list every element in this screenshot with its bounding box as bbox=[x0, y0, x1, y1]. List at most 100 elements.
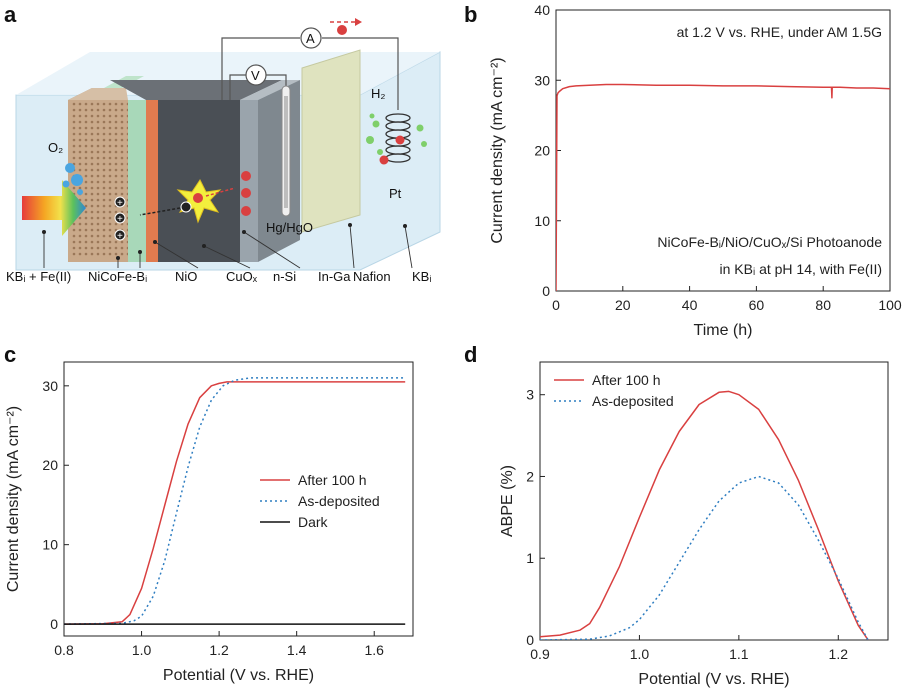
texture-dot bbox=[72, 132, 76, 136]
texture-dot bbox=[108, 120, 112, 124]
texture-dot bbox=[90, 156, 94, 160]
texture-dot bbox=[114, 144, 118, 148]
texture-dot bbox=[108, 216, 112, 220]
texture-dot bbox=[120, 180, 124, 184]
chart-annotation: in KBᵢ at pH 14, with Fe(II) bbox=[720, 261, 882, 277]
texture-dot bbox=[90, 240, 94, 244]
legend-label: After 100 h bbox=[298, 472, 367, 488]
chart-panel-c: 0.8 1.0 1.2 1.4 1.6 0 10 20 30 Potential (V vs. R… bbox=[5, 361, 414, 684]
x-axis-label: Time (h) bbox=[694, 322, 753, 339]
texture-dot bbox=[90, 252, 94, 256]
texture-dot bbox=[108, 186, 112, 190]
reference-electrode-core bbox=[284, 96, 288, 208]
pt-coil-icon bbox=[385, 113, 411, 163]
y-tick-label: 0 bbox=[542, 283, 550, 299]
texture-dot bbox=[84, 198, 88, 202]
leader-lines bbox=[43, 224, 413, 269]
texture-dot bbox=[102, 252, 106, 256]
texture-dot bbox=[90, 144, 94, 148]
texture-dot bbox=[96, 108, 100, 112]
texture-dot bbox=[90, 186, 94, 190]
texture-dot bbox=[120, 192, 124, 196]
x-tick-label: 20 bbox=[615, 297, 631, 313]
x-tick-label: 1.1 bbox=[729, 646, 749, 662]
x-tick-label: 60 bbox=[749, 297, 765, 313]
texture-dot bbox=[114, 186, 118, 190]
texture-dot bbox=[90, 228, 94, 232]
series-line bbox=[540, 475, 869, 640]
texture-dot bbox=[108, 228, 112, 232]
electron-symbols bbox=[241, 171, 251, 216]
voltmeter-icon bbox=[245, 64, 267, 86]
texture-dot bbox=[96, 228, 100, 232]
si-top bbox=[110, 80, 282, 100]
y-tick-label: 2 bbox=[526, 468, 534, 484]
texture-dot bbox=[78, 102, 82, 106]
texture-dot bbox=[72, 186, 76, 190]
texture-dot bbox=[84, 132, 88, 136]
texture-dot bbox=[102, 156, 106, 160]
label-nio: NiO bbox=[175, 269, 197, 284]
inga-top bbox=[240, 80, 300, 100]
texture-dot bbox=[120, 162, 124, 166]
svg-text:+: + bbox=[117, 198, 123, 209]
texture-dot bbox=[108, 234, 112, 238]
green-layer bbox=[128, 100, 146, 262]
texture-dot bbox=[72, 150, 76, 154]
legend-label: After 100 h bbox=[592, 372, 661, 388]
texture-dot bbox=[102, 228, 106, 232]
texture-dot bbox=[90, 204, 94, 208]
texture-dot bbox=[102, 102, 106, 106]
hg-hgo-label: Hg/HgO bbox=[266, 220, 313, 235]
texture-dot bbox=[114, 126, 118, 130]
y-tick-label: 30 bbox=[534, 72, 550, 88]
texture-dot bbox=[72, 138, 76, 142]
texture-dot bbox=[72, 222, 76, 226]
texture-dot bbox=[120, 138, 124, 142]
texture-dot bbox=[96, 210, 100, 214]
texture-dot bbox=[72, 234, 76, 238]
plot-frame bbox=[63, 361, 414, 637]
light-arrow bbox=[22, 180, 86, 236]
y-tick-label: 20 bbox=[42, 457, 58, 473]
texture-dot bbox=[102, 222, 106, 226]
texture-dot bbox=[72, 108, 76, 112]
texture-dot bbox=[114, 114, 118, 118]
x-tick-label: 40 bbox=[682, 297, 698, 313]
x-axis-label: Potential (V vs. RHE) bbox=[638, 671, 789, 688]
texture-dot bbox=[90, 192, 94, 196]
texture-dot bbox=[90, 120, 94, 124]
texture-dot bbox=[84, 138, 88, 142]
x-tick-label: 1.2 bbox=[829, 646, 849, 662]
texture-dot bbox=[78, 162, 82, 166]
cell-schematic: + + + A V bbox=[6, 18, 441, 284]
texture-dot bbox=[102, 210, 106, 214]
texture-dot bbox=[90, 108, 94, 112]
texture-dot bbox=[108, 240, 112, 244]
texture-dot bbox=[78, 126, 82, 130]
texture-dot bbox=[108, 108, 112, 112]
x-tick-label: 1.0 bbox=[132, 642, 152, 658]
texture-dot bbox=[72, 126, 76, 130]
texture-dot bbox=[114, 210, 118, 214]
texture-dot bbox=[96, 222, 100, 226]
texture-dot bbox=[90, 114, 94, 118]
texture-dot bbox=[114, 174, 118, 178]
texture-dot bbox=[96, 156, 100, 160]
panel-label-d: d bbox=[464, 342, 477, 367]
texture-dot bbox=[102, 198, 106, 202]
texture-dot bbox=[108, 138, 112, 142]
texture-dot bbox=[108, 192, 112, 196]
texture-dot bbox=[72, 240, 76, 244]
texture-dot bbox=[84, 168, 88, 172]
chart-panel-b: 0 20 40 60 80 100 0 10 20 30 40 Time (h) Current den… bbox=[489, 2, 902, 339]
texture-dot bbox=[120, 210, 124, 214]
series-line bbox=[64, 377, 406, 625]
label-electrolyte-left: KBᵢ + Fe(II) bbox=[6, 269, 71, 284]
pt-electron-1 bbox=[395, 135, 405, 145]
texture-dot bbox=[120, 156, 124, 160]
x-axis-label: Potential (V vs. RHE) bbox=[163, 667, 314, 684]
texture-dot bbox=[120, 102, 124, 106]
series-line bbox=[556, 83, 890, 291]
texture-dot bbox=[84, 204, 88, 208]
